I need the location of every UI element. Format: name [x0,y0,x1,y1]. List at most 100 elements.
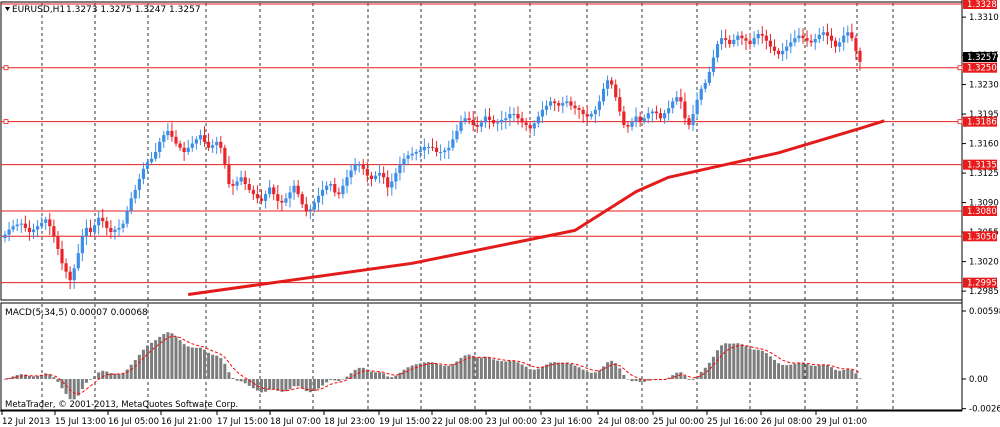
candle-body[interactable] [105,221,109,228]
candle-body[interactable] [211,145,215,148]
candle-body[interactable] [846,32,850,36]
candle-body[interactable] [272,187,276,195]
candle-body[interactable] [154,152,158,159]
candle-body[interactable] [781,50,785,55]
candle-body[interactable] [455,130,459,140]
candle-body[interactable] [23,223,27,228]
candle-body[interactable] [850,32,854,39]
candle-body[interactable] [728,39,732,45]
candle-body[interactable] [178,143,182,148]
candle-body[interactable] [44,219,48,223]
candle-body[interactable] [276,194,280,201]
candle-body[interactable] [544,105,549,110]
candle-body[interactable] [243,177,247,185]
candle-body[interactable] [719,38,724,45]
candle-body[interactable] [215,141,219,146]
candle-body[interactable] [793,38,797,43]
candle-body[interactable] [219,141,223,148]
candle-body[interactable] [15,224,19,227]
candle-body[interactable] [532,123,536,129]
candle-body[interactable] [654,111,659,114]
candle-body[interactable] [357,164,361,166]
candle-body[interactable] [496,122,500,124]
candle-body[interactable] [414,152,418,154]
candle-body[interactable] [92,225,97,233]
candle-body[interactable] [838,42,842,47]
candle-body[interactable] [308,209,312,212]
candle-body[interactable] [516,114,520,119]
candle-body[interactable] [56,236,60,249]
candle-body[interactable] [557,103,561,106]
candle-body[interactable] [320,189,325,196]
candle-body[interactable] [369,175,374,179]
candle-body[interactable] [377,173,382,176]
candle-body[interactable] [231,184,235,186]
candle-body[interactable] [569,101,573,106]
candle-body[interactable] [483,116,488,123]
candle-body[interactable] [707,71,711,83]
candle-body[interactable] [64,263,68,272]
candle-body[interactable] [764,35,768,41]
candle-body[interactable] [97,217,101,226]
candle-body[interactable] [268,187,272,195]
candle-body[interactable] [382,173,386,178]
candle-body[interactable] [292,185,296,193]
candle-body[interactable] [642,118,646,122]
candle-body[interactable] [614,84,618,98]
candle-body[interactable] [288,192,292,199]
candle-body[interactable] [610,80,614,85]
candle-body[interactable] [259,198,264,201]
candle-body[interactable] [398,164,402,174]
candle-body[interactable] [133,189,137,199]
candle-body[interactable] [471,119,475,126]
horizontal-levels[interactable] [1,3,963,284]
candle-body[interactable] [724,38,728,40]
candle-body[interactable] [19,223,23,225]
candle-body[interactable] [565,101,569,104]
candle-body[interactable] [145,162,150,169]
candle-body[interactable] [198,135,203,140]
candle-body[interactable] [447,147,451,151]
candle-body[interactable] [487,116,492,120]
candle-body[interactable] [410,153,414,156]
candle-body[interactable] [439,152,443,153]
candle-body[interactable] [817,34,821,40]
candle-body[interactable] [341,185,345,195]
candle-body[interactable] [3,234,7,238]
candle-body[interactable] [671,101,675,109]
candle-body[interactable] [715,44,720,58]
candle-body[interactable] [426,146,431,148]
candle-body[interactable] [695,99,699,115]
candle-body[interactable] [500,119,504,123]
candle-body[interactable] [117,227,121,230]
candle-body[interactable] [540,109,545,117]
candle-body[interactable] [48,219,52,227]
candle-body[interactable] [858,50,862,62]
candle-body[interactable] [451,139,455,148]
candle-body[interactable] [740,35,744,39]
candle-body[interactable] [373,175,378,179]
candle-body[interactable] [561,103,565,106]
candle-body[interactable] [430,146,435,148]
candle-body[interactable] [300,194,304,205]
candle-body[interactable] [280,200,284,203]
candle-body[interactable] [345,177,349,186]
candle-body[interactable] [504,118,508,120]
candle-body[interactable] [333,184,337,193]
candle-body[interactable] [247,184,251,190]
candle-body[interactable] [365,168,369,176]
candle-body[interactable] [459,121,463,131]
candle-body[interactable] [7,229,11,235]
candle-body[interactable] [194,139,198,144]
level-handle[interactable] [3,65,9,71]
candle-body[interactable] [182,147,186,152]
candle-body[interactable] [406,155,410,159]
candle-body[interactable] [622,111,626,126]
candle-body[interactable] [353,164,357,171]
macd-panel[interactable] [0,302,963,411]
candle-body[interactable] [801,35,805,39]
candle-body[interactable] [829,35,834,41]
candle-body[interactable] [141,168,146,179]
